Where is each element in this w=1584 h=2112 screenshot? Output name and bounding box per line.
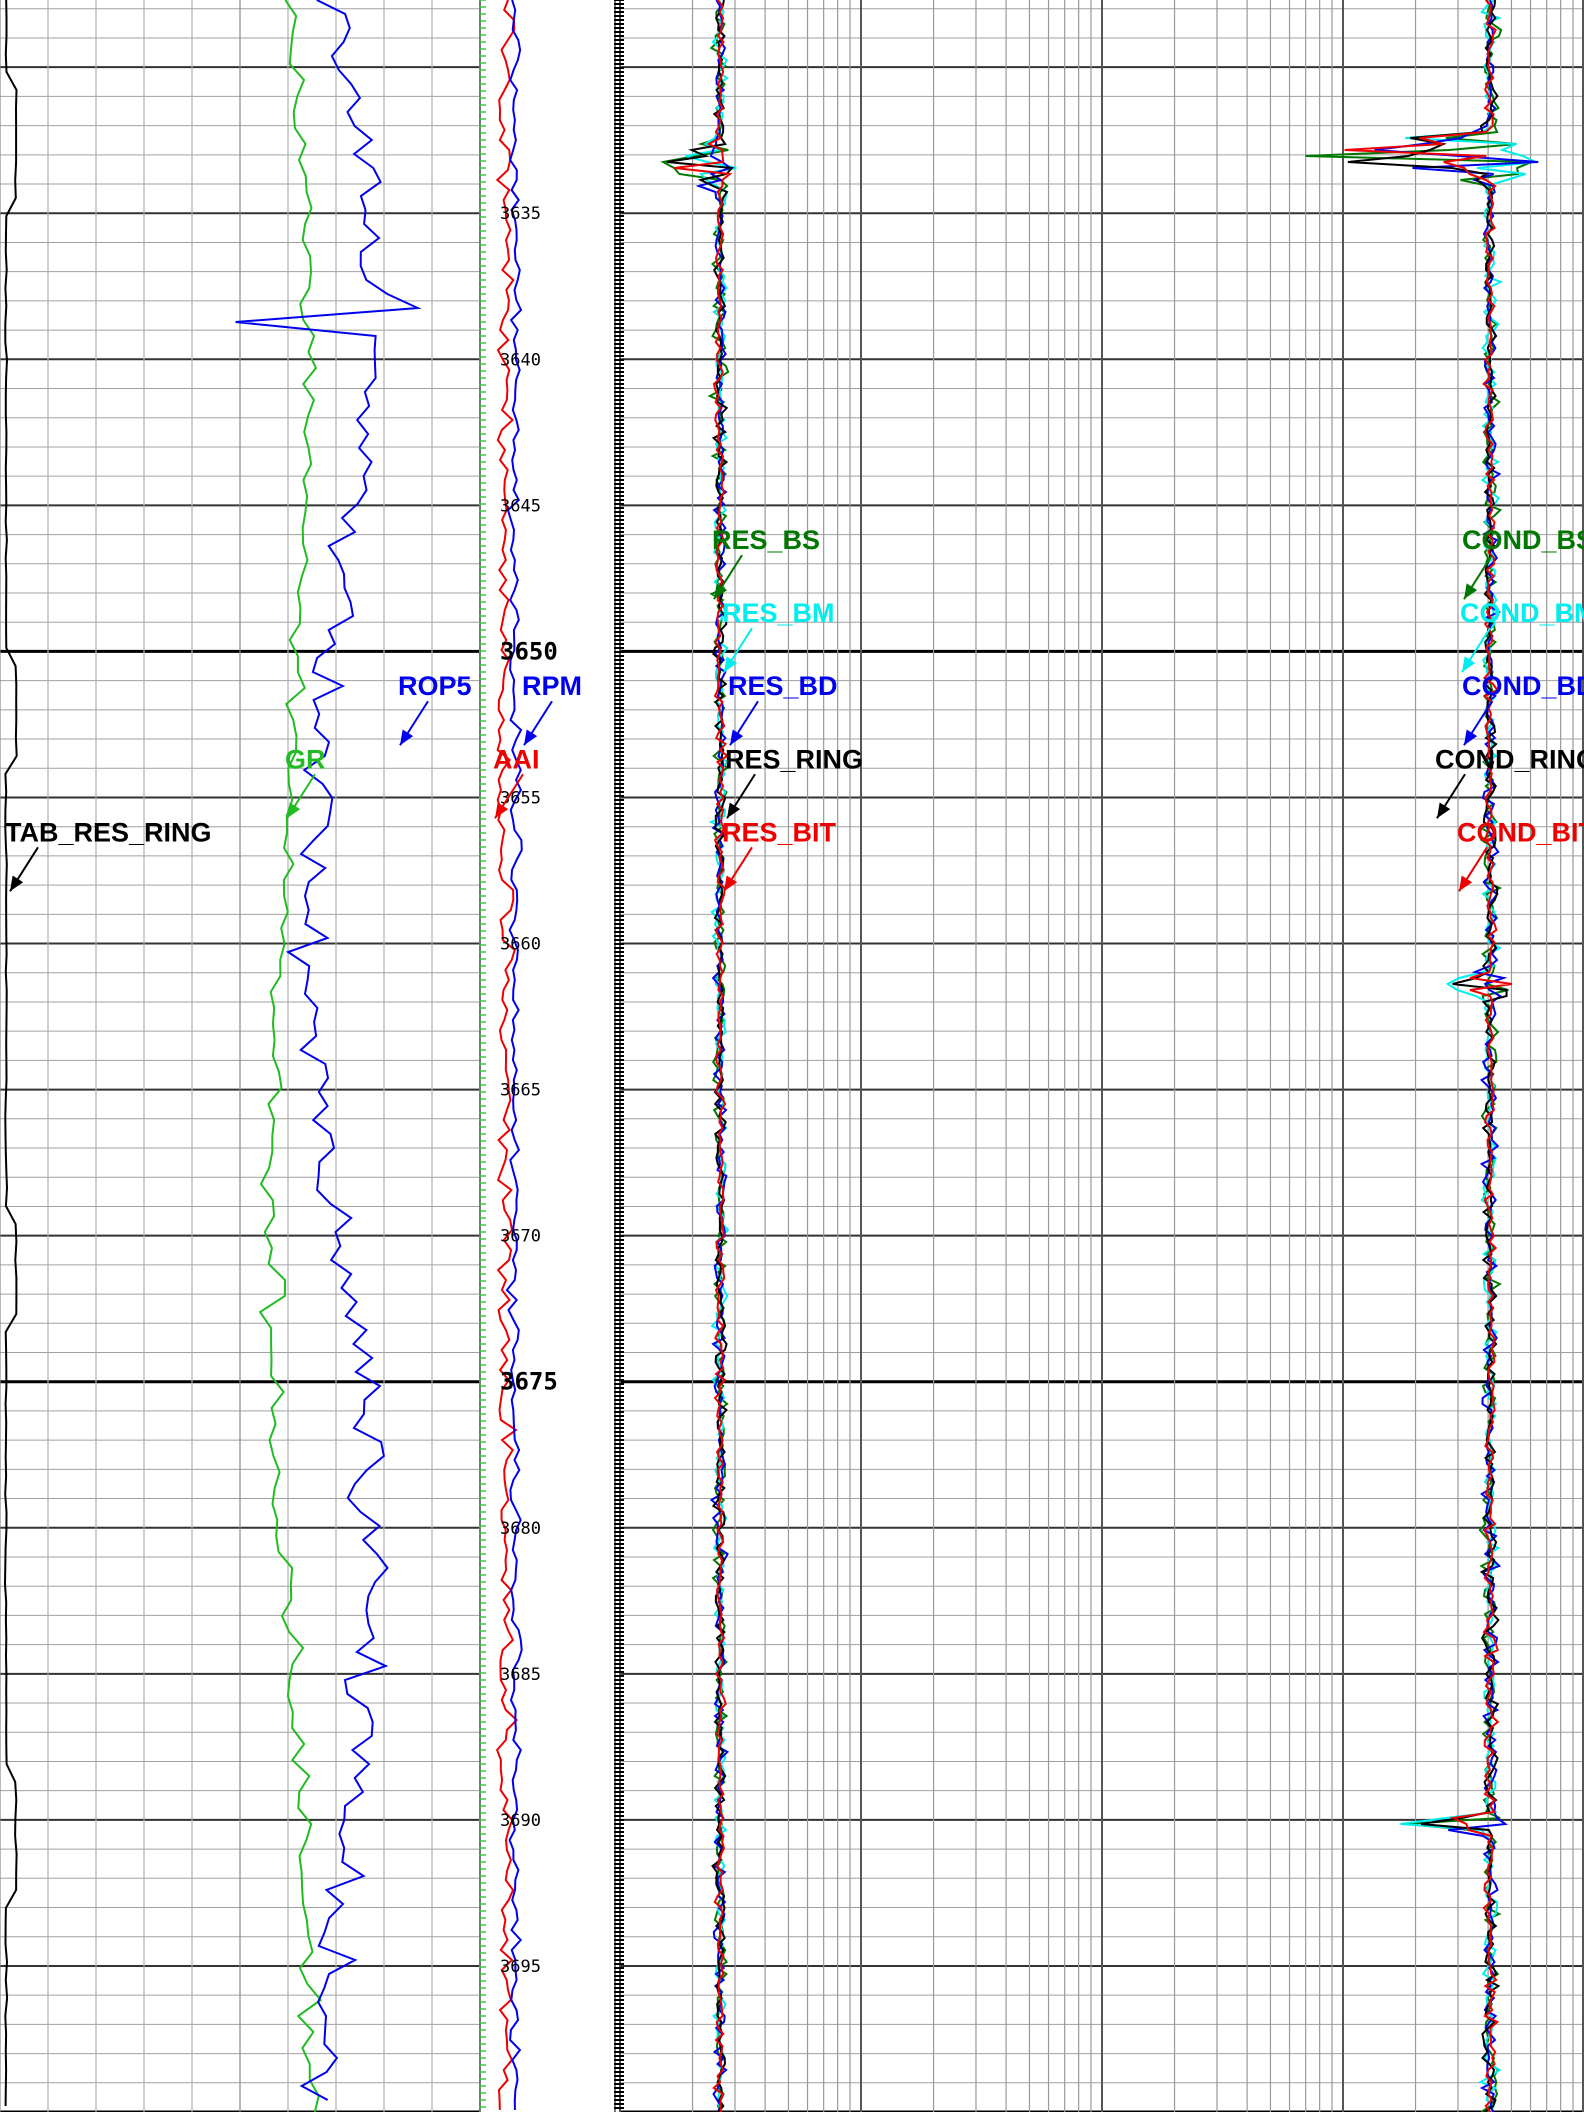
depth-tick-label: 3675 — [500, 1368, 558, 1396]
curve-res-bit — [674, 0, 733, 2112]
curve-label-res-bm: RES_BM — [722, 598, 835, 628]
depth-tick-label: 3690 — [500, 1811, 541, 1831]
curve-rpm — [505, 0, 523, 2111]
curve-label-rpm: RPM — [522, 671, 582, 701]
curve-cond-ring — [1347, 0, 1508, 2112]
label-arrowhead — [730, 729, 744, 746]
curve-label-rop5: ROP5 — [398, 671, 472, 701]
curves-layer — [3, 0, 1540, 2112]
depth-ticks: 3635 3640 3645 3650 3655 3660 3665 3670 3675 3680… — [500, 204, 558, 1977]
curve-tab-res-ring — [3, 0, 18, 2107]
curve-cond-bm — [1400, 0, 1540, 2112]
curve-label-res-bs: RES_BS — [712, 525, 820, 555]
depth-tick-label: 3665 — [500, 1081, 541, 1101]
curve-label-cond-bit: COND_BIT — [1457, 817, 1584, 847]
label-arrowhead — [1464, 583, 1478, 600]
depth-tick-label: 3645 — [500, 496, 541, 516]
curve-rop5 — [235, 0, 422, 2101]
label-arrowhead — [724, 656, 738, 673]
label-arrowhead — [495, 802, 509, 819]
depth-tick-label: 3635 — [500, 204, 541, 224]
curve-res-bm — [685, 0, 737, 2112]
depth-tick-label: 3660 — [500, 935, 541, 955]
label-arrowhead — [524, 729, 538, 746]
depth-tick-label: 3685 — [500, 1665, 541, 1685]
depth-tick-label: 3695 — [500, 1957, 541, 1977]
label-arrowhead — [10, 875, 24, 892]
label-arrowhead — [1459, 875, 1473, 892]
curve-cond-bit — [1344, 0, 1513, 2112]
curve-res-bd — [695, 0, 733, 2112]
curve-label-cond-ring: COND_RING — [1435, 744, 1584, 774]
label-arrowhead — [287, 802, 301, 819]
curve-cond-bd — [1374, 0, 1539, 2112]
label-arrowhead — [727, 802, 741, 819]
depth-tick-label: 3655 — [500, 788, 541, 808]
depth-tick-label: 3650 — [500, 637, 558, 665]
label-arrowhead — [1464, 729, 1478, 746]
curve-labels: TAB_RES_RING GR ROP5 RPM AAI RES_BS RES_BM RES_… — [5, 525, 1584, 892]
depth-tick-label: 3640 — [500, 350, 541, 370]
curve-label-cond-bd: COND_BD — [1462, 671, 1584, 701]
depth-tick-label: 3680 — [500, 1519, 541, 1539]
curve-label-res-bd: RES_BD — [728, 671, 838, 701]
depth-tick-label: 3670 — [500, 1227, 541, 1247]
curve-label-cond-bs: COND_BS — [1462, 525, 1584, 555]
curve-label-res-bit: RES_BIT — [722, 817, 837, 847]
curve-label-aai: AAI — [493, 744, 540, 774]
curve-cond-bs — [1305, 0, 1533, 2112]
curve-label-gr: GR — [285, 744, 326, 774]
curve-gr — [258, 0, 323, 2112]
curve-label-tab-res-ring: TAB_RES_RING — [5, 817, 212, 847]
label-arrowhead — [1437, 802, 1451, 819]
curve-label-cond-bm: COND_BM — [1460, 598, 1584, 628]
curve-aai — [495, 0, 519, 2111]
label-arrowhead — [724, 875, 738, 892]
curve-label-res-ring: RES_RING — [725, 744, 863, 774]
label-arrowhead — [1462, 656, 1476, 673]
label-arrowhead — [400, 729, 414, 746]
label-arrowhead — [714, 583, 728, 600]
